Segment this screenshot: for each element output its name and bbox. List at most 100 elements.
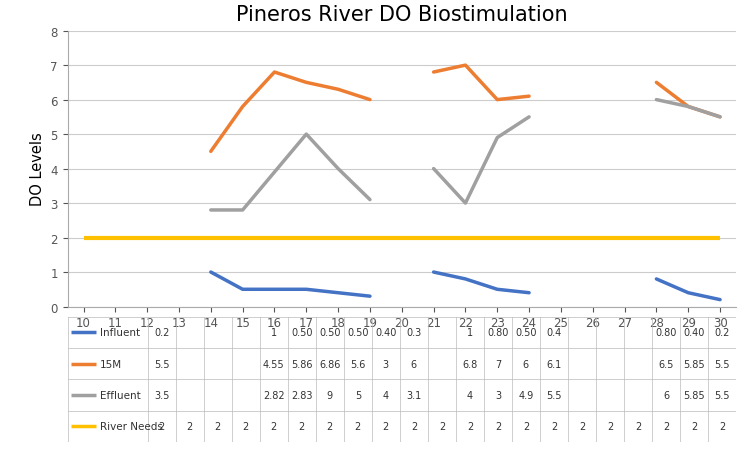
Text: 6.8: 6.8 xyxy=(463,359,478,369)
Effluent xyxy=(270,170,279,175)
Text: 4: 4 xyxy=(383,390,389,400)
River Needs xyxy=(652,235,661,241)
Text: 5.86: 5.86 xyxy=(291,359,312,369)
Text: 5.85: 5.85 xyxy=(683,359,704,369)
Text: 9: 9 xyxy=(327,390,333,400)
River Needs xyxy=(620,235,629,241)
River Needs xyxy=(79,235,88,241)
River Needs xyxy=(302,235,311,241)
Text: 5.5: 5.5 xyxy=(154,359,170,369)
Text: 3.1: 3.1 xyxy=(406,390,421,400)
Influent xyxy=(238,287,247,292)
Line: Effluent: Effluent xyxy=(211,135,370,211)
Effluent xyxy=(333,166,342,172)
Text: 6.86: 6.86 xyxy=(319,359,340,369)
Text: 5: 5 xyxy=(354,390,361,400)
15M xyxy=(366,98,375,103)
Text: 2: 2 xyxy=(411,421,417,431)
15M xyxy=(238,105,247,110)
Text: 2: 2 xyxy=(467,421,473,431)
River Needs xyxy=(429,235,438,241)
Text: 6: 6 xyxy=(663,390,669,400)
River Needs xyxy=(111,235,120,241)
Text: 0.40: 0.40 xyxy=(376,327,397,337)
Text: 4: 4 xyxy=(467,390,473,400)
Text: 2: 2 xyxy=(327,421,333,431)
Text: 0.50: 0.50 xyxy=(515,327,537,337)
Influent xyxy=(207,270,216,275)
River Needs xyxy=(270,235,279,241)
Text: 3.5: 3.5 xyxy=(154,390,170,400)
Text: 0.40: 0.40 xyxy=(683,327,704,337)
River Needs xyxy=(716,235,725,241)
Text: 2.83: 2.83 xyxy=(291,390,312,400)
River Needs xyxy=(207,235,216,241)
Text: 5.85: 5.85 xyxy=(683,390,704,400)
Influent xyxy=(366,294,375,299)
Text: 2: 2 xyxy=(691,421,697,431)
Influent xyxy=(270,287,279,292)
Text: 2: 2 xyxy=(158,421,165,431)
Text: 1: 1 xyxy=(467,327,473,337)
Text: 2: 2 xyxy=(523,421,529,431)
Influent xyxy=(302,287,311,292)
Text: 2: 2 xyxy=(439,421,445,431)
River Needs xyxy=(683,235,692,241)
Text: 7: 7 xyxy=(495,359,501,369)
Text: 0.80: 0.80 xyxy=(656,327,677,337)
Text: 2: 2 xyxy=(383,421,389,431)
15M xyxy=(270,70,279,76)
Text: 6: 6 xyxy=(523,359,529,369)
Text: 6.5: 6.5 xyxy=(659,359,674,369)
Title: Pineros River DO Biostimulation: Pineros River DO Biostimulation xyxy=(236,5,568,24)
Text: 2: 2 xyxy=(495,421,501,431)
Text: 2.82: 2.82 xyxy=(263,390,285,400)
Text: 6.1: 6.1 xyxy=(546,359,562,369)
Text: 2: 2 xyxy=(215,421,221,431)
Text: 2: 2 xyxy=(354,421,361,431)
Text: 1: 1 xyxy=(271,327,277,337)
15M xyxy=(302,80,311,86)
Text: 0.4: 0.4 xyxy=(546,327,562,337)
Text: River Needs: River Needs xyxy=(100,421,162,431)
Text: 6: 6 xyxy=(411,359,417,369)
River Needs xyxy=(461,235,470,241)
Text: 0.50: 0.50 xyxy=(347,327,369,337)
Text: 0.50: 0.50 xyxy=(319,327,341,337)
Text: 2: 2 xyxy=(187,421,193,431)
Text: 2: 2 xyxy=(663,421,669,431)
Text: 0.3: 0.3 xyxy=(406,327,421,337)
River Needs xyxy=(493,235,502,241)
River Needs xyxy=(366,235,375,241)
Effluent xyxy=(207,208,216,213)
River Needs xyxy=(333,235,342,241)
Text: 2: 2 xyxy=(719,421,725,431)
Line: 15M: 15M xyxy=(211,73,370,152)
Text: 5.5: 5.5 xyxy=(546,390,562,400)
Text: Influent: Influent xyxy=(100,327,140,337)
Text: 4.55: 4.55 xyxy=(263,359,285,369)
River Needs xyxy=(397,235,406,241)
Effluent xyxy=(366,198,375,203)
Text: 3: 3 xyxy=(383,359,389,369)
River Needs xyxy=(143,235,152,241)
Text: 0.2: 0.2 xyxy=(714,327,730,337)
Influent xyxy=(333,290,342,296)
Text: 2: 2 xyxy=(550,421,557,431)
Text: 2: 2 xyxy=(243,421,249,431)
River Needs xyxy=(174,235,183,241)
Text: 5.5: 5.5 xyxy=(714,390,730,400)
Text: 2: 2 xyxy=(579,421,585,431)
Y-axis label: DO Levels: DO Levels xyxy=(30,133,45,206)
Text: 2: 2 xyxy=(299,421,305,431)
River Needs xyxy=(525,235,534,241)
River Needs xyxy=(556,235,566,241)
Effluent xyxy=(302,132,311,138)
Effluent xyxy=(238,208,247,213)
Text: 2: 2 xyxy=(635,421,641,431)
Text: 0.2: 0.2 xyxy=(154,327,170,337)
Text: 0.50: 0.50 xyxy=(291,327,312,337)
Line: Influent: Influent xyxy=(211,272,370,296)
15M xyxy=(207,149,216,155)
Text: 2: 2 xyxy=(270,421,277,431)
